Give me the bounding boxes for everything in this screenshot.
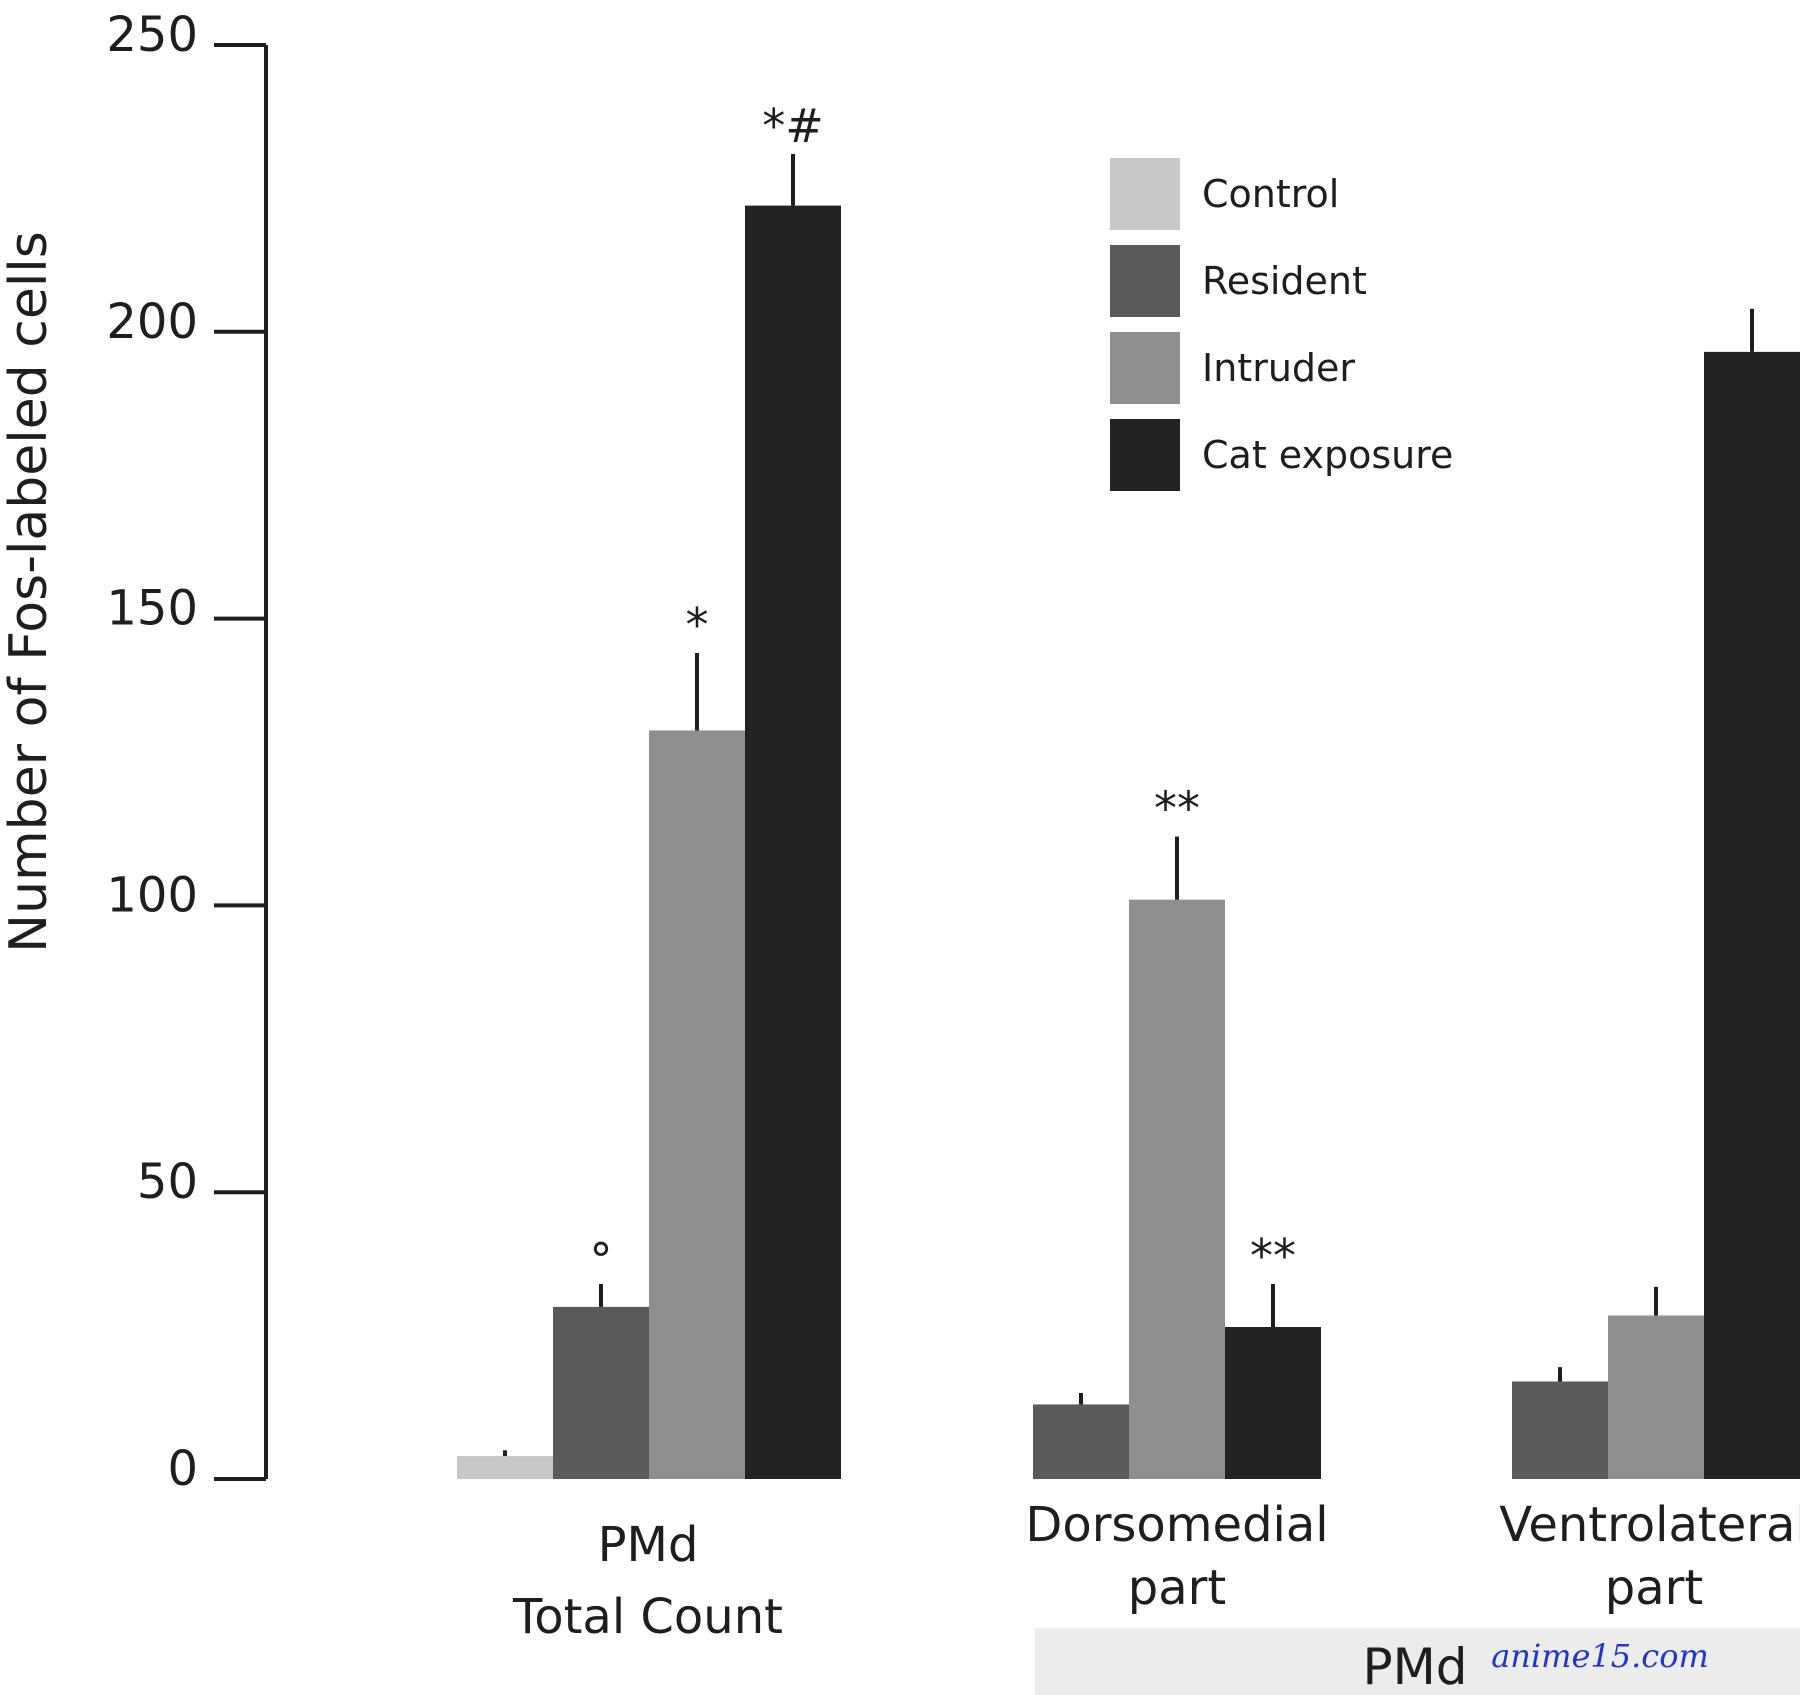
- bar: [745, 205, 841, 1479]
- bar: [1704, 351, 1800, 1480]
- bar: [1608, 1315, 1704, 1479]
- pmd-band: [1035, 1628, 1800, 1695]
- significance-marker: *#: [762, 99, 824, 153]
- y-tick-label: 100: [106, 867, 198, 923]
- y-tick-label: 200: [106, 294, 198, 350]
- y-tick-label: 0: [167, 1441, 198, 1497]
- legend: Control Resident Intruder Cat exposure: [1110, 158, 1453, 491]
- legend-swatch: [1110, 419, 1180, 491]
- bars: ° * *# ** **: [457, 99, 1800, 1480]
- group-label: Ventrolateral: [1499, 1497, 1800, 1553]
- bar: [1512, 1381, 1608, 1479]
- significance-marker: °: [590, 1233, 613, 1287]
- bar: [1033, 1404, 1129, 1479]
- group-labels: PMd Total Count Dorsomedial part Ventrolater…: [512, 1497, 1800, 1695]
- legend-label: Resident: [1202, 259, 1367, 303]
- y-tick-label: 150: [106, 581, 198, 637]
- bar: [649, 730, 745, 1479]
- y-axis: 0 50 100 150 200 250 Number of Fos-labeled cel…: [0, 7, 268, 1497]
- bar: [553, 1306, 649, 1479]
- legend-swatch: [1110, 245, 1180, 317]
- group-label: part: [1128, 1560, 1226, 1616]
- y-tick-label: 50: [137, 1154, 198, 1210]
- bar: [457, 1456, 553, 1479]
- y-tick-label: 250: [106, 7, 198, 63]
- bar: [1225, 1326, 1321, 1479]
- legend-label: Intruder: [1202, 346, 1355, 390]
- bar: [1129, 899, 1225, 1479]
- legend-label: Control: [1202, 172, 1339, 216]
- group-label: part: [1605, 1560, 1703, 1616]
- group-label: Dorsomedial: [1025, 1497, 1328, 1553]
- legend-label: Cat exposure: [1202, 433, 1453, 477]
- group-label: PMd: [598, 1517, 699, 1573]
- significance-marker: *: [686, 598, 709, 652]
- significance-marker: **: [1154, 782, 1200, 836]
- legend-swatch: [1110, 158, 1180, 230]
- significance-marker: **: [1250, 1229, 1296, 1283]
- legend-swatch: [1110, 332, 1180, 404]
- group-label: Total Count: [512, 1589, 783, 1645]
- pmd-band-label: PMd: [1362, 1638, 1467, 1695]
- watermark-text: anime15.com: [1491, 1637, 1709, 1675]
- y-axis-label: Number of Fos-labeled cells: [0, 231, 59, 953]
